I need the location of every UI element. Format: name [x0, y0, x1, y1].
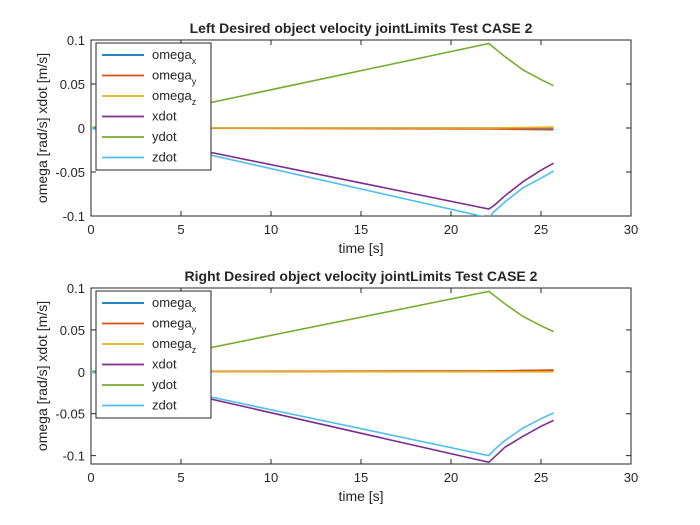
series-line-zdot — [91, 127, 554, 216]
legend-box — [95, 42, 212, 171]
legend-label-subscript: y — [192, 77, 197, 87]
y-tick-label: 0 — [78, 365, 85, 380]
series-line-xdot — [91, 127, 554, 210]
series-lines — [91, 290, 554, 464]
y-tick-label: 0.05 — [60, 77, 85, 92]
x-tick-label: 25 — [534, 470, 548, 485]
legend-label: xdot — [152, 357, 177, 372]
legend-label: omegay — [152, 316, 197, 335]
y-tick-label: -0.1 — [63, 449, 85, 464]
legend-label: zdot — [152, 398, 177, 413]
y-tick-label: 0.1 — [67, 281, 85, 296]
y-axis-label: omega [rad/s] xdot [m/s] — [34, 301, 50, 451]
series-lines — [91, 42, 554, 216]
series-line-zdot — [91, 371, 554, 457]
legend-label: ydot — [152, 377, 177, 392]
series-line-omega-z — [91, 126, 554, 129]
x-tick-label: 30 — [624, 470, 638, 485]
x-tick-label: 0 — [87, 470, 94, 485]
x-tick-label: 25 — [534, 222, 548, 237]
y-tick-label: 0 — [78, 121, 85, 136]
series-line-xdot — [91, 371, 554, 464]
x-tick-label: 0 — [87, 222, 94, 237]
series-line-ydot — [91, 42, 554, 129]
x-axis-label: time [s] — [338, 240, 383, 256]
legend-label: omegax — [152, 295, 197, 314]
x-tick-label: 15 — [354, 470, 368, 485]
legend-label: omegax — [152, 47, 197, 66]
legend-label: ydot — [152, 129, 177, 144]
y-tick-label: 0.05 — [60, 323, 85, 338]
legend-label: omegaz — [152, 88, 197, 107]
legend-box — [95, 290, 212, 419]
legend-label: xdot — [152, 109, 177, 124]
legend-label-subscript: y — [192, 325, 197, 335]
chart-2: Right Desired object velocity jointLimit… — [34, 268, 638, 504]
x-tick-label: 20 — [444, 222, 458, 237]
y-tick-label: -0.1 — [63, 209, 85, 224]
x-tick-label: 10 — [264, 222, 278, 237]
x-tick-label: 10 — [264, 470, 278, 485]
legend-label-subscript: x — [192, 304, 197, 314]
legend-label-subscript: z — [192, 345, 197, 355]
y-axis-label: omega [rad/s] xdot [m/s] — [34, 53, 50, 203]
legend-label: omegaz — [152, 336, 197, 355]
y-tick-label: 0.1 — [67, 33, 85, 48]
series-line-ydot — [91, 290, 554, 373]
legend-label: zdot — [152, 150, 177, 165]
y-tick-label: -0.05 — [55, 407, 85, 422]
legend-label: omegay — [152, 68, 197, 87]
x-tick-label: 5 — [177, 470, 184, 485]
chart-1: Left Desired object velocity jointLimits… — [34, 20, 638, 256]
chart-title: Right Desired object velocity jointLimit… — [185, 268, 538, 284]
legend-label-subscript: x — [192, 56, 197, 66]
x-tick-label: 20 — [444, 470, 458, 485]
chart-title: Left Desired object velocity jointLimits… — [190, 20, 533, 36]
x-tick-label: 5 — [177, 222, 184, 237]
x-axis-label: time [s] — [338, 488, 383, 504]
legend-label-subscript: z — [192, 97, 197, 107]
y-tick-label: -0.05 — [55, 165, 85, 180]
x-tick-label: 30 — [624, 222, 638, 237]
x-tick-label: 15 — [354, 222, 368, 237]
